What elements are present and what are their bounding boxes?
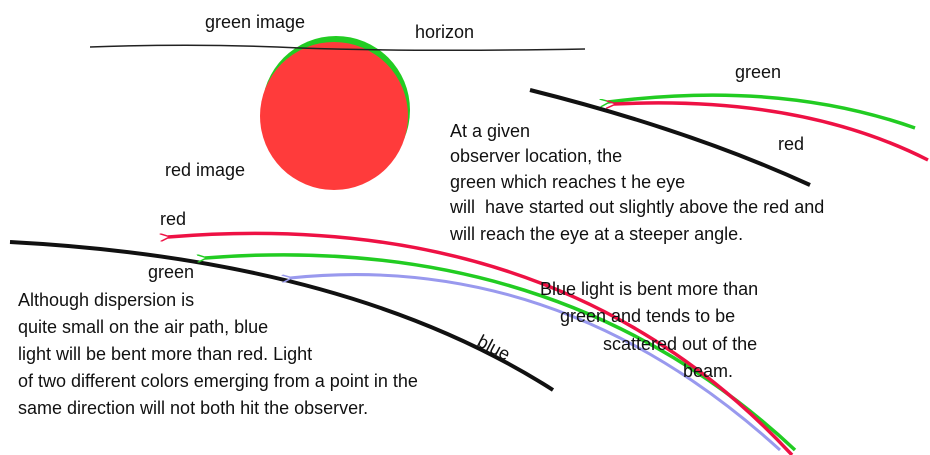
blue-label: blue bbox=[474, 331, 513, 365]
green-image-label: green image bbox=[205, 12, 305, 32]
observer-text: At a given bbox=[450, 121, 530, 141]
horizon-label: horizon bbox=[415, 22, 474, 42]
red-label: red bbox=[778, 134, 804, 154]
red-sun bbox=[260, 42, 408, 190]
blue-text: green and tends to be bbox=[560, 306, 735, 326]
dispersion-text: same direction will not both hit the obs… bbox=[18, 398, 368, 418]
green-label: green bbox=[735, 62, 781, 82]
dispersion-text: of two different colors emerging from a … bbox=[18, 371, 418, 391]
red-ray bbox=[614, 103, 928, 160]
dispersion-text: Although dispersion is bbox=[18, 290, 194, 310]
dispersion-text: quite small on the air path, blue bbox=[18, 317, 268, 337]
observer-text: will reach the eye at a steeper angle. bbox=[449, 224, 743, 244]
red-label: red bbox=[160, 209, 186, 229]
green-ray bbox=[608, 95, 915, 128]
green-label: green bbox=[148, 262, 194, 282]
observer-text: green which reaches t he eye bbox=[450, 172, 685, 192]
dispersion-text: light will be bent more than red. Light bbox=[18, 344, 312, 364]
red-image-label: red image bbox=[165, 160, 245, 180]
blue-text: beam. bbox=[683, 361, 733, 381]
observer-text: will have started out slightly above the… bbox=[449, 197, 824, 217]
blue-text: Blue light is bent more than bbox=[540, 279, 758, 299]
earth-curve bbox=[10, 242, 553, 390]
observer-text: observer location, the bbox=[450, 146, 622, 166]
blue-text: scattered out of the bbox=[603, 334, 757, 354]
diagram: green image horizon red image green red … bbox=[0, 0, 930, 455]
